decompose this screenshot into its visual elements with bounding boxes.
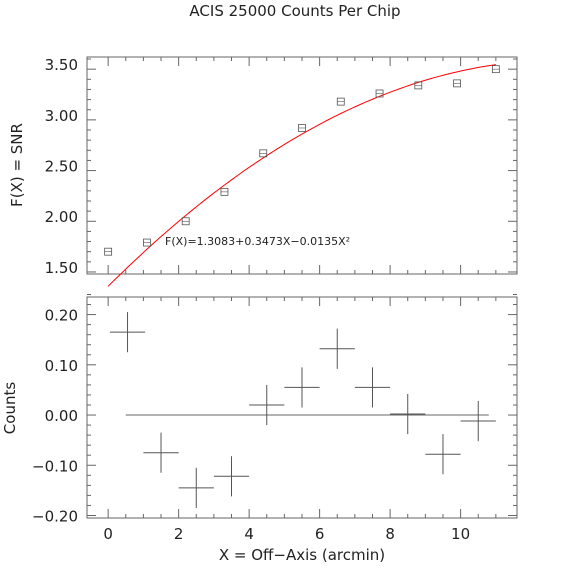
top-y-tick-label: 2.50 (45, 158, 78, 176)
residual-data-point (178, 467, 214, 508)
top-y-tick-label: 3.50 (45, 56, 78, 74)
fit-equation-annotation: F(X)=1.3083+0.3473X−0.0135X² (165, 235, 350, 248)
snr-data-point (298, 124, 306, 132)
snr-data-point (375, 89, 384, 98)
bottom-y-tick-label: −0.10 (32, 457, 78, 475)
residual-data-point (284, 367, 320, 408)
bottom-y-tick-label: 0.00 (45, 407, 78, 425)
bottom-y-tick-label: 0.10 (45, 357, 78, 375)
bottom-y-tick-label: −0.20 (32, 507, 78, 525)
chart-title: ACIS 25000 Counts Per Chip (189, 2, 400, 20)
residual-data-point (460, 400, 496, 442)
residual-data-point (109, 312, 146, 353)
top-y-tick-label: 2.00 (45, 208, 78, 226)
snr-data-point (143, 238, 151, 247)
x-tick-label: 0 (103, 525, 113, 543)
x-axis-label: X = Off−Axis (arcmin) (219, 546, 385, 564)
x-tick-label: 8 (385, 525, 395, 543)
bottom-y-axis-label: Counts (1, 382, 19, 435)
bottom-y-tick-label: 0.20 (45, 307, 78, 325)
snr-data-point (181, 217, 190, 226)
top-panel: 1.50 2.00 2.50 3.00 3.50 F(X)=1.3083+0.3473X… (8, 56, 518, 287)
x-tick-label: 6 (315, 525, 325, 543)
x-tick-label: 10 (451, 525, 470, 543)
residual-data-point (354, 367, 391, 408)
snr-data-point (453, 79, 461, 88)
residual-data-point (390, 393, 426, 435)
residual-data-point (249, 384, 285, 426)
residual-data-point (213, 456, 250, 497)
snr-data-point (259, 149, 268, 158)
top-y-tick-label: 3.00 (45, 107, 78, 125)
snr-data-point (414, 81, 423, 90)
snr-data-point (336, 97, 345, 106)
x-tick-label: 4 (244, 525, 254, 543)
x-tick-label: 2 (174, 525, 184, 543)
residual-data-point (143, 432, 179, 473)
top-y-tick-label: 1.50 (45, 259, 78, 277)
snr-data-point (491, 65, 500, 74)
fit-curve (107, 64, 496, 287)
snr-data-point (104, 247, 113, 256)
residual-data-point (425, 434, 461, 475)
top-y-axis-label: F(X) = SNR (8, 123, 26, 207)
bottom-panel: −0.20 −0.10 0.00 0.10 0.20 0 2 4 6 8 10 X = Off−A… (1, 293, 518, 564)
residual-data-point (319, 328, 355, 369)
snr-data-point (220, 187, 229, 196)
